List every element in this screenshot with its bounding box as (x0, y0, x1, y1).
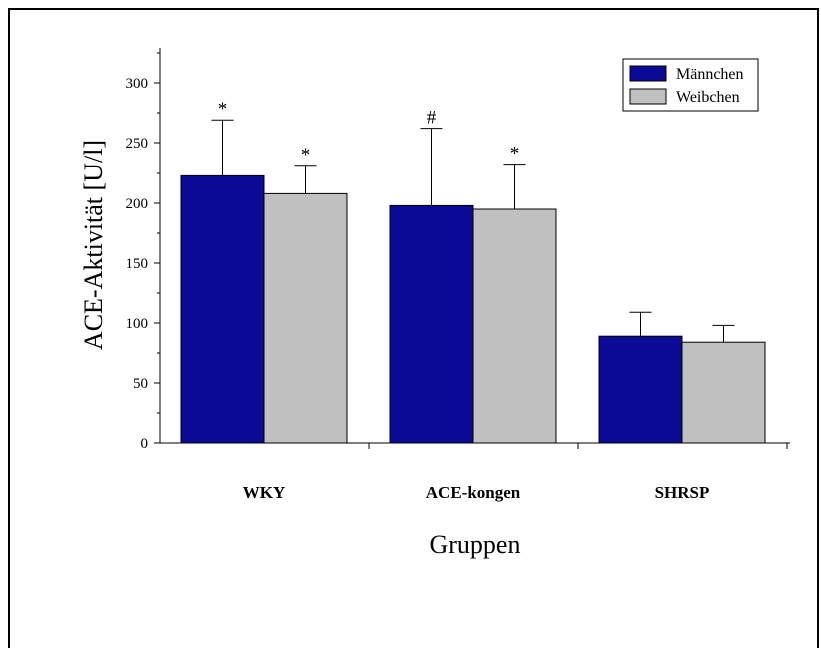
bar-weibchen (681, 341, 766, 444)
y-tick-label: 300 (126, 76, 149, 92)
legend-swatch-weibchen (629, 88, 667, 105)
legend: Männchen Weibchen (622, 58, 759, 112)
significance-mark: * (218, 99, 228, 120)
legend-label-weibchen: Weibchen (676, 89, 740, 106)
chart-marks: * # * * (180, 99, 766, 444)
y-tick-label: 50 (133, 376, 148, 392)
bar-maennchen (180, 174, 265, 444)
y-tick-label: 250 (126, 136, 149, 152)
x-category-label: ACE-kongen (426, 483, 521, 502)
y-tick-label: 150 (126, 256, 149, 272)
legend-label-maennchen: Männchen (676, 66, 744, 83)
significance-mark: # (427, 108, 437, 129)
y-ticks: 0 50 100 150 200 250 300 (126, 52, 160, 452)
y-tick-label: 200 (126, 196, 149, 212)
significance-mark: * (301, 145, 311, 166)
x-ticks: WKY ACE-kongen SHRSP (243, 443, 788, 502)
significance-mark: * (510, 144, 520, 165)
bar-weibchen (263, 192, 348, 444)
y-axis-label: ACE-Aktivität [U/l] (79, 140, 108, 350)
bar-maennchen (598, 335, 683, 444)
bar-weibchen (472, 208, 557, 444)
y-tick-label: 0 (141, 436, 149, 452)
bar-maennchen (389, 204, 474, 444)
x-category-label: WKY (243, 483, 286, 502)
chart-axes (159, 48, 790, 444)
legend-swatch-maennchen (629, 65, 667, 82)
chart-frame (8, 8, 819, 648)
x-category-label: SHRSP (655, 483, 710, 502)
y-tick-label: 100 (126, 316, 149, 332)
x-axis-label: Gruppen (430, 530, 521, 559)
